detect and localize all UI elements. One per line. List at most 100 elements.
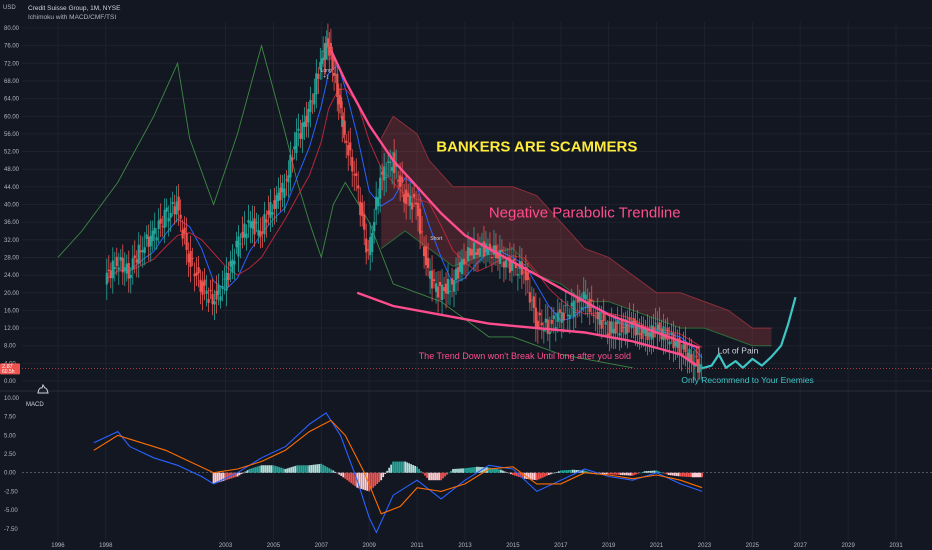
- macd-histogram-bar: [605, 472, 608, 475]
- macd-histogram-bar: [613, 472, 616, 475]
- candle-body: [468, 248, 472, 256]
- macd-histogram-bar: [280, 467, 283, 473]
- macd-histogram-bar: [332, 470, 335, 473]
- candle-body: [430, 270, 434, 289]
- candle-body: [462, 258, 466, 265]
- candle-body: [642, 329, 645, 334]
- macd-histogram-bar: [456, 468, 458, 473]
- candle-body: [369, 237, 372, 256]
- candle-body: [454, 268, 458, 281]
- time-tick-label: 2007: [315, 543, 329, 549]
- macd-histogram-bar: [607, 472, 610, 475]
- candle-body: [365, 238, 368, 253]
- candle-body: [253, 218, 256, 235]
- candle-body: [514, 264, 517, 269]
- candle-body: [460, 259, 464, 274]
- macd-histogram-bar: [340, 472, 343, 476]
- candle-body: [257, 229, 260, 236]
- macd-histogram-bar: [234, 472, 237, 478]
- candle-body: [604, 321, 607, 325]
- macd-histogram-bar: [699, 472, 702, 478]
- macd-histogram-bar: [645, 471, 648, 473]
- candle-body: [568, 314, 571, 319]
- candle-body: [432, 279, 436, 281]
- price-tick-label: 28.00: [4, 255, 20, 261]
- macd-histogram-bar: [372, 472, 375, 488]
- candle-body: [231, 259, 234, 273]
- price-tick-label: 52.00: [4, 150, 20, 156]
- macd-histogram-bar: [476, 466, 478, 473]
- price-tick-label: 0.00: [4, 379, 16, 385]
- candle-body: [349, 142, 352, 151]
- candle-body: [590, 299, 593, 302]
- candle-body: [251, 220, 254, 229]
- macd-histogram-bar: [563, 470, 566, 473]
- candle-body: [534, 307, 537, 327]
- candle-body: [399, 175, 402, 188]
- macd-histogram-bar: [338, 472, 341, 475]
- candle-body: [385, 177, 388, 178]
- macd-pane-label: MACD: [26, 402, 44, 408]
- candle-body: [389, 161, 392, 163]
- candle-body: [478, 247, 482, 257]
- base-line: [105, 88, 703, 349]
- candle-body: [560, 312, 563, 323]
- candle-body: [115, 256, 118, 267]
- candle-body: [199, 279, 202, 292]
- macd-histogram-bar: [268, 465, 271, 473]
- candle-body: [562, 312, 565, 321]
- macd-histogram-bar: [262, 465, 265, 473]
- candle-body: [183, 227, 186, 234]
- macd-histogram-bar: [218, 472, 221, 483]
- candle-body: [151, 230, 154, 242]
- candle-body: [205, 290, 208, 294]
- macd-histogram-bar: [422, 472, 424, 474]
- candle-body: [357, 185, 360, 189]
- candle-body: [576, 298, 579, 303]
- macd-histogram-bar: [521, 472, 524, 479]
- indicator-legend[interactable]: Ichimoku with MACD/CMF/TSI: [28, 14, 117, 21]
- candle-body: [187, 253, 190, 263]
- candle-body: [326, 38, 330, 48]
- macd-histogram-bar: [472, 467, 474, 473]
- price-tick-label: 60.00: [4, 114, 20, 120]
- candle-body: [111, 260, 114, 279]
- candle-body: [500, 249, 504, 252]
- candle-body: [153, 227, 156, 234]
- trend-down-annotation: The Trend Down won't Break Until long af…: [419, 351, 631, 361]
- macd-histogram-bar: [236, 472, 239, 477]
- candle-body: [243, 223, 246, 238]
- macd-histogram-bar: [410, 464, 413, 473]
- candle-body: [546, 319, 549, 334]
- macd-histogram-bar: [539, 472, 542, 479]
- macd-histogram-bar: [294, 465, 297, 473]
- candle-body: [532, 296, 535, 308]
- macd-histogram-bar: [504, 471, 506, 473]
- candle-body: [610, 321, 613, 333]
- candle-body: [141, 249, 144, 253]
- candle-body: [700, 364, 703, 370]
- macd-histogram-bar: [655, 470, 658, 473]
- candle-body: [456, 267, 460, 279]
- tradingview-logo-icon: [37, 383, 49, 394]
- macd-histogram-bar: [346, 472, 349, 481]
- macd-histogram-bar: [324, 466, 327, 473]
- macd-histogram-bar: [484, 467, 486, 473]
- macd-histogram-bar: [677, 472, 680, 477]
- candle-body: [526, 272, 529, 281]
- macd-histogram-bar: [513, 472, 516, 476]
- candle-body: [135, 259, 138, 263]
- symbol-title[interactable]: Credit Suisse Group, 1M, NYSE: [28, 5, 121, 12]
- macd-histogram-bar: [250, 468, 253, 473]
- candle-body: [598, 312, 601, 325]
- macd-tick-label: 10.00: [4, 396, 20, 402]
- macd-histogram-bar: [470, 467, 472, 473]
- candle-body: [470, 249, 474, 256]
- candle-body: [167, 217, 170, 222]
- candle-body: [554, 327, 557, 329]
- macd-histogram-bar: [348, 472, 351, 482]
- candle-body: [127, 263, 130, 279]
- candle-body: [690, 354, 693, 364]
- candle-body: [616, 320, 619, 325]
- candle-body: [387, 161, 390, 163]
